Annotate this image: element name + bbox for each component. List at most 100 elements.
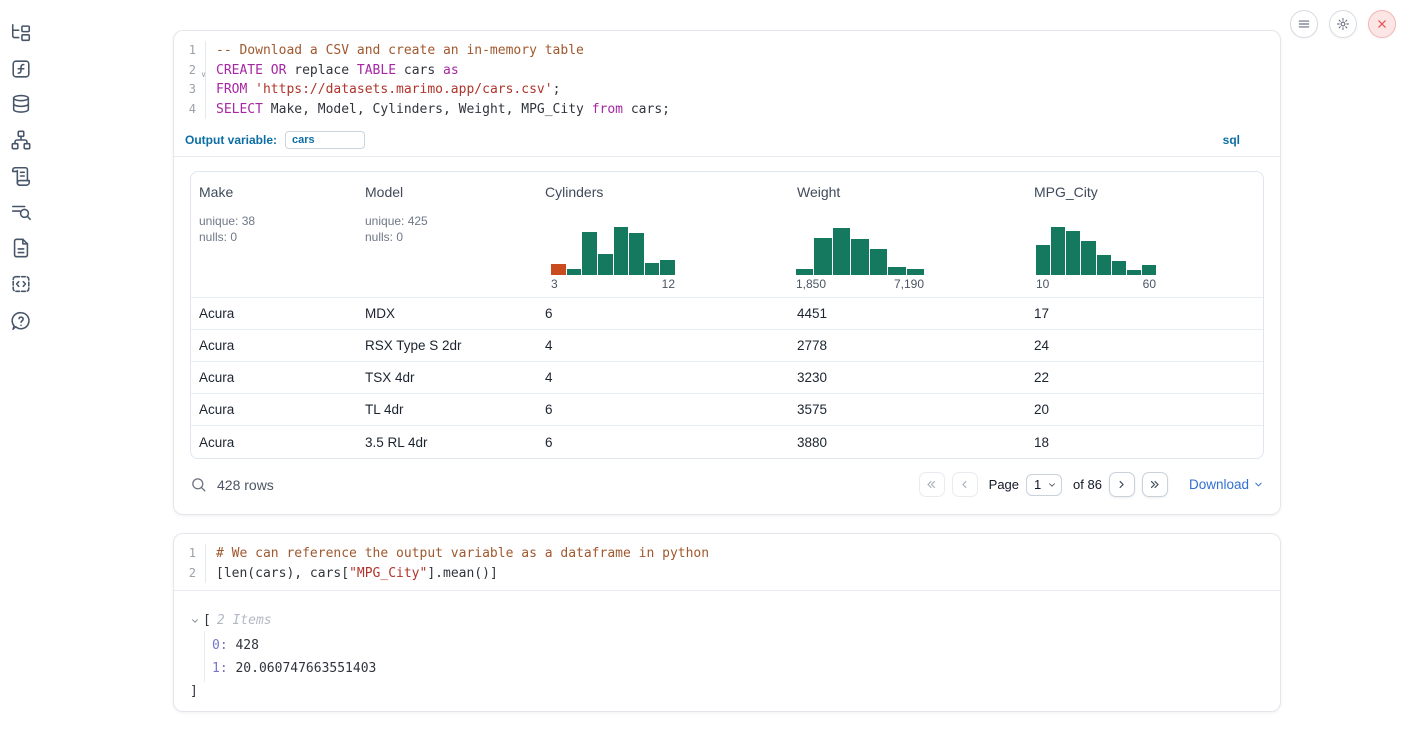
line-number: 2 ∨: [174, 60, 206, 81]
histogram-bar[interactable]: [888, 267, 906, 276]
line-number: 2: [174, 563, 206, 584]
documentation-icon[interactable]: [10, 237, 32, 259]
first-page-button[interactable]: [918, 472, 945, 498]
histogram-bar[interactable]: [1081, 241, 1096, 276]
sql-code-editor[interactable]: 1 -- Download a CSV and create an in-memo…: [174, 31, 1280, 126]
table-cell: 3230: [789, 361, 1026, 394]
table-footer: 428 rows Page 1 of 86: [190, 471, 1264, 499]
last-page-button[interactable]: [1141, 472, 1168, 498]
code-line: 2 [len(cars), cars["MPG_City"].mean()]: [174, 563, 1280, 584]
table-cell: 6: [537, 393, 789, 426]
histogram-bar[interactable]: [566, 269, 582, 276]
page-label: Page: [988, 477, 1020, 493]
line-number: 3: [174, 80, 206, 100]
table-header-row: Make unique: 38 nulls: 0 Model unique: 4…: [191, 172, 1263, 298]
snippets-icon[interactable]: [10, 273, 32, 295]
table-cell: 17: [1026, 297, 1263, 330]
histogram-bar[interactable]: [1051, 227, 1066, 276]
fold-chevron-icon[interactable]: ∨: [201, 69, 206, 79]
code-text: SELECT Make, Model, Cylinders, Weight, M…: [216, 101, 670, 117]
histogram-bar[interactable]: [1126, 270, 1141, 276]
histogram-bar[interactable]: [597, 254, 613, 276]
histogram-bar[interactable]: [1096, 255, 1111, 276]
histogram-bar[interactable]: [660, 260, 675, 276]
language-badge[interactable]: sql: [1222, 133, 1240, 148]
close-bracket: ]: [190, 684, 198, 700]
histogram-bar[interactable]: [1141, 265, 1156, 276]
column-header-model[interactable]: Model unique: 425 nulls: 0: [357, 172, 537, 297]
search-icon[interactable]: [190, 476, 207, 493]
table-cell: Acura: [191, 297, 357, 330]
cylinders-histogram: 3 12: [551, 221, 675, 291]
download-button[interactable]: Download: [1189, 477, 1264, 492]
histogram-bar[interactable]: [582, 232, 597, 276]
next-page-button[interactable]: [1108, 472, 1135, 498]
column-header-weight[interactable]: Weight 1,850 7,190: [796, 184, 924, 292]
output-variable-input[interactable]: [285, 131, 366, 150]
chevron-down-icon: [1255, 483, 1262, 487]
sql-output-area: Make unique: 38 nulls: 0 Model unique: 4…: [174, 157, 1280, 499]
table-row[interactable]: Acura MDX 6 4451 17: [191, 297, 1263, 330]
histogram-bar[interactable]: [1066, 231, 1081, 276]
histogram-bar[interactable]: [1036, 245, 1051, 276]
settings-gear-icon[interactable]: [1329, 10, 1357, 38]
list-item-key: 0:: [212, 638, 228, 654]
page-total-label: of 86: [1073, 477, 1102, 493]
table-cell: Acura: [191, 329, 357, 362]
table-cell: Acura: [191, 361, 357, 394]
dependency-graph-icon[interactable]: [10, 129, 32, 151]
column-header-cylinders[interactable]: Cylinders 3 12: [545, 184, 675, 292]
column-stat-nulls: nulls: 0: [199, 230, 238, 245]
table-cell: 3.5 RL 4dr: [357, 425, 537, 458]
histogram-bar[interactable]: [869, 249, 888, 276]
column-stat-unique: unique: 38: [199, 214, 256, 229]
histogram-bar[interactable]: [814, 238, 832, 276]
table-cell: 4: [537, 329, 789, 362]
histogram-bar[interactable]: [906, 269, 924, 276]
data-table: Make unique: 38 nulls: 0 Model unique: 4…: [190, 171, 1264, 459]
histogram-bar[interactable]: [551, 264, 566, 276]
table-row[interactable]: Acura TL 4dr 6 3575 20: [191, 393, 1263, 426]
chevron-down-icon: [1049, 483, 1055, 487]
collapse-chevron-icon[interactable]: [190, 616, 203, 626]
sql-cell-card: 1 -- Download a CSV and create an in-memo…: [173, 30, 1281, 515]
table-cell: RSX Type S 2dr: [357, 329, 537, 362]
table-cell: 20: [1026, 393, 1263, 426]
python-code-editor[interactable]: 1 # We can reference the output variable …: [174, 534, 1280, 590]
table-row[interactable]: Acura TSX 4dr 4 3230 22: [191, 361, 1263, 394]
histogram-bar[interactable]: [832, 228, 851, 276]
table-row[interactable]: Acura RSX Type S 2dr 4 2778 24: [191, 329, 1263, 362]
table-cell: Acura: [191, 393, 357, 426]
table-cell: 2778: [789, 329, 1026, 362]
menu-icon[interactable]: [1290, 10, 1318, 38]
page-select[interactable]: 1: [1026, 473, 1063, 496]
variables-icon[interactable]: [10, 58, 32, 80]
cell-divider: [174, 590, 1280, 592]
histogram-bar[interactable]: [851, 239, 869, 276]
items-count-label: 2 Items: [216, 613, 272, 629]
table-cell: 6: [537, 425, 789, 458]
table-row[interactable]: Acura 3.5 RL 4dr 6 3880 18: [191, 425, 1263, 458]
column-header-mpg-city[interactable]: MPG_City 10 60: [1034, 184, 1156, 292]
histogram-bar[interactable]: [1111, 261, 1126, 276]
column-header-make[interactable]: Make unique: 38 nulls: 0: [191, 172, 357, 297]
histogram-bar[interactable]: [613, 227, 629, 276]
logs-icon[interactable]: [10, 165, 32, 187]
scratchpad-search-icon[interactable]: [10, 201, 32, 223]
weight-histogram: 1,850 7,190: [796, 221, 924, 291]
line-number: 1: [174, 544, 206, 564]
help-icon[interactable]: [10, 310, 32, 332]
python-cell-card: 1 # We can reference the output variable …: [173, 533, 1281, 712]
notebook-actions: [1290, 10, 1396, 38]
code-line: 1 # We can reference the output variable …: [174, 544, 1280, 564]
histogram-bar[interactable]: [629, 233, 644, 276]
histogram-bar[interactable]: [796, 269, 814, 276]
histogram-bar[interactable]: [644, 263, 660, 276]
shutdown-close-icon[interactable]: [1368, 10, 1396, 38]
datasources-icon[interactable]: [10, 93, 32, 115]
code-line: 4 SELECT Make, Model, Cylinders, Weight, …: [174, 99, 1280, 120]
list-entries: 0: 428 1: 20.060747663551403: [204, 631, 1264, 683]
file-explorer-icon[interactable]: [10, 22, 32, 44]
previous-page-button[interactable]: [951, 472, 978, 498]
hist-min-label: 1,850: [796, 277, 827, 292]
